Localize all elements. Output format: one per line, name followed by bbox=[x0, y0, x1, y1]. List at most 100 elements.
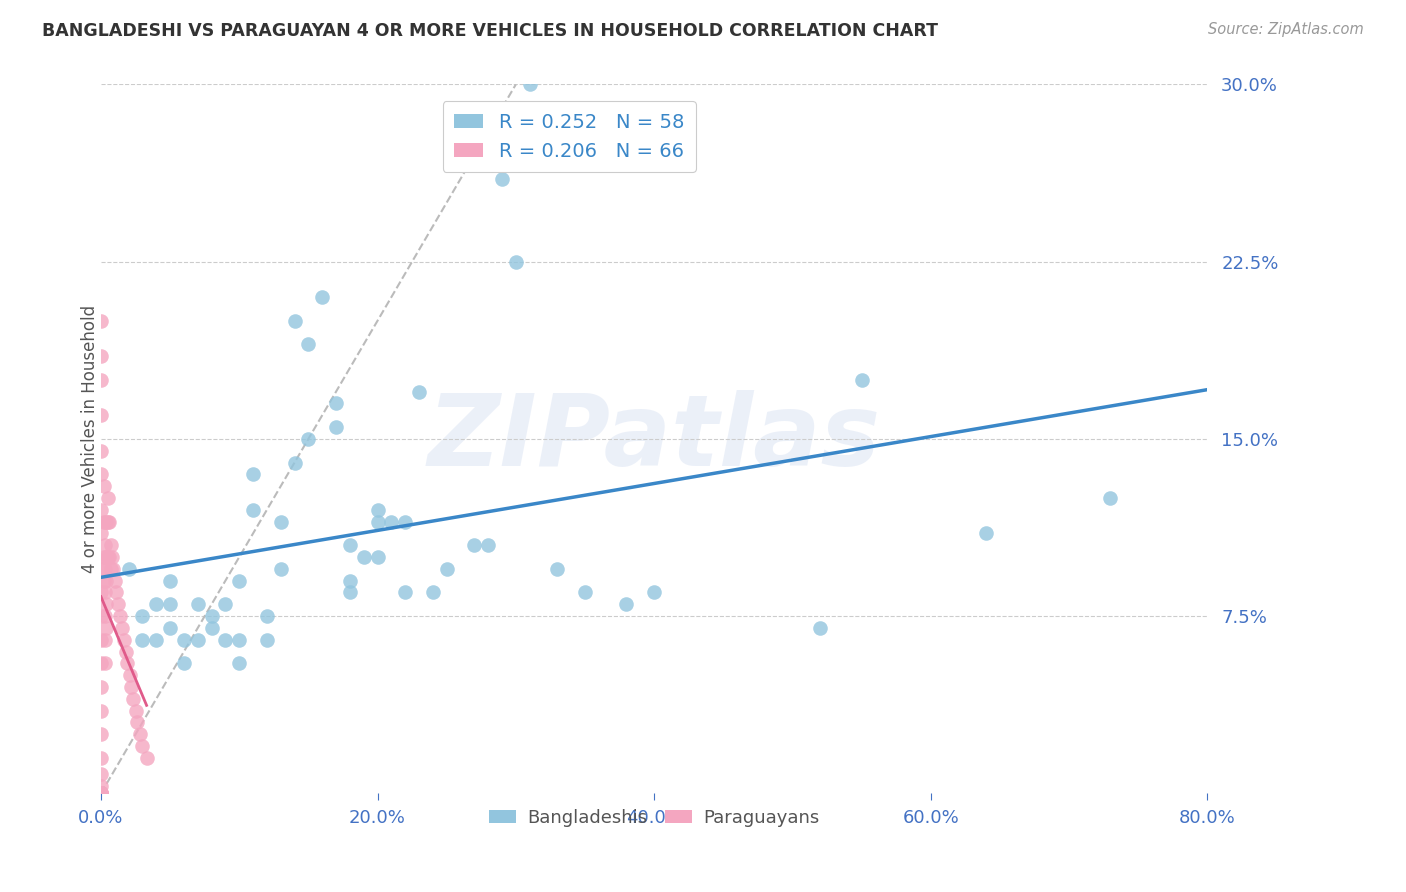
Point bbox=[90, 786, 112, 800]
Point bbox=[94, 609, 117, 624]
Point bbox=[519, 78, 541, 92]
Point bbox=[851, 373, 873, 387]
Point bbox=[98, 515, 121, 529]
Point bbox=[90, 609, 112, 624]
Point bbox=[90, 786, 112, 800]
Point bbox=[98, 549, 121, 564]
Point bbox=[1099, 491, 1122, 505]
Point bbox=[214, 597, 236, 611]
Point bbox=[367, 503, 389, 517]
Point bbox=[96, 597, 118, 611]
Point bbox=[90, 751, 112, 765]
Point bbox=[200, 609, 222, 624]
Point bbox=[422, 585, 444, 599]
Point bbox=[394, 515, 416, 529]
Point bbox=[90, 657, 112, 671]
Point bbox=[90, 727, 112, 741]
Point bbox=[110, 609, 132, 624]
Point bbox=[242, 503, 264, 517]
Point bbox=[107, 597, 129, 611]
Point bbox=[339, 585, 361, 599]
Point bbox=[90, 786, 112, 800]
Point bbox=[90, 786, 112, 800]
Point bbox=[115, 644, 138, 658]
Point bbox=[408, 384, 430, 399]
Point bbox=[159, 574, 181, 588]
Point bbox=[436, 562, 458, 576]
Point bbox=[546, 562, 568, 576]
Point bbox=[159, 597, 181, 611]
Point bbox=[228, 657, 250, 671]
Point bbox=[90, 349, 112, 363]
Point bbox=[97, 549, 120, 564]
Point bbox=[94, 562, 117, 576]
Text: BANGLADESHI VS PARAGUAYAN 4 OR MORE VEHICLES IN HOUSEHOLD CORRELATION CHART: BANGLADESHI VS PARAGUAYAN 4 OR MORE VEHI… bbox=[42, 22, 938, 40]
Legend: Bangladeshis, Paraguayans: Bangladeshis, Paraguayans bbox=[482, 802, 827, 834]
Point bbox=[284, 456, 307, 470]
Point bbox=[311, 290, 333, 304]
Point bbox=[93, 479, 115, 493]
Point bbox=[103, 562, 125, 576]
Point bbox=[100, 562, 122, 576]
Point bbox=[90, 632, 112, 647]
Point bbox=[228, 632, 250, 647]
Point bbox=[94, 657, 117, 671]
Point bbox=[96, 515, 118, 529]
Point bbox=[90, 585, 112, 599]
Point bbox=[228, 574, 250, 588]
Point bbox=[367, 515, 389, 529]
Point bbox=[131, 609, 153, 624]
Point bbox=[101, 549, 124, 564]
Point bbox=[505, 254, 527, 268]
Point bbox=[93, 515, 115, 529]
Point bbox=[104, 574, 127, 588]
Point bbox=[643, 585, 665, 599]
Point bbox=[117, 562, 139, 576]
Point bbox=[94, 585, 117, 599]
Point bbox=[394, 585, 416, 599]
Point bbox=[115, 657, 138, 671]
Point bbox=[96, 621, 118, 635]
Point bbox=[124, 704, 146, 718]
Point bbox=[100, 538, 122, 552]
Point bbox=[121, 691, 143, 706]
Point bbox=[491, 172, 513, 186]
Point bbox=[90, 526, 112, 541]
Point bbox=[808, 621, 831, 635]
Point bbox=[187, 597, 209, 611]
Point bbox=[200, 621, 222, 635]
Point bbox=[353, 549, 375, 564]
Point bbox=[118, 668, 141, 682]
Point bbox=[90, 680, 112, 694]
Point bbox=[284, 314, 307, 328]
Point bbox=[90, 314, 112, 328]
Point bbox=[297, 337, 319, 351]
Point bbox=[173, 632, 195, 647]
Point bbox=[93, 574, 115, 588]
Point bbox=[96, 549, 118, 564]
Point bbox=[477, 538, 499, 552]
Point bbox=[120, 680, 142, 694]
Point bbox=[90, 467, 112, 482]
Point bbox=[94, 538, 117, 552]
Point bbox=[131, 632, 153, 647]
Point bbox=[96, 574, 118, 588]
Point bbox=[367, 549, 389, 564]
Point bbox=[90, 786, 112, 800]
Point bbox=[114, 632, 136, 647]
Point bbox=[325, 420, 347, 434]
Point bbox=[131, 739, 153, 753]
Point bbox=[145, 597, 167, 611]
Point bbox=[125, 715, 148, 730]
Point bbox=[256, 632, 278, 647]
Point bbox=[173, 657, 195, 671]
Point bbox=[270, 515, 292, 529]
Text: Source: ZipAtlas.com: Source: ZipAtlas.com bbox=[1208, 22, 1364, 37]
Point bbox=[93, 549, 115, 564]
Point bbox=[94, 632, 117, 647]
Point bbox=[339, 538, 361, 552]
Y-axis label: 4 or more Vehicles in Household: 4 or more Vehicles in Household bbox=[82, 305, 98, 573]
Point bbox=[105, 585, 128, 599]
Point bbox=[159, 621, 181, 635]
Point bbox=[145, 632, 167, 647]
